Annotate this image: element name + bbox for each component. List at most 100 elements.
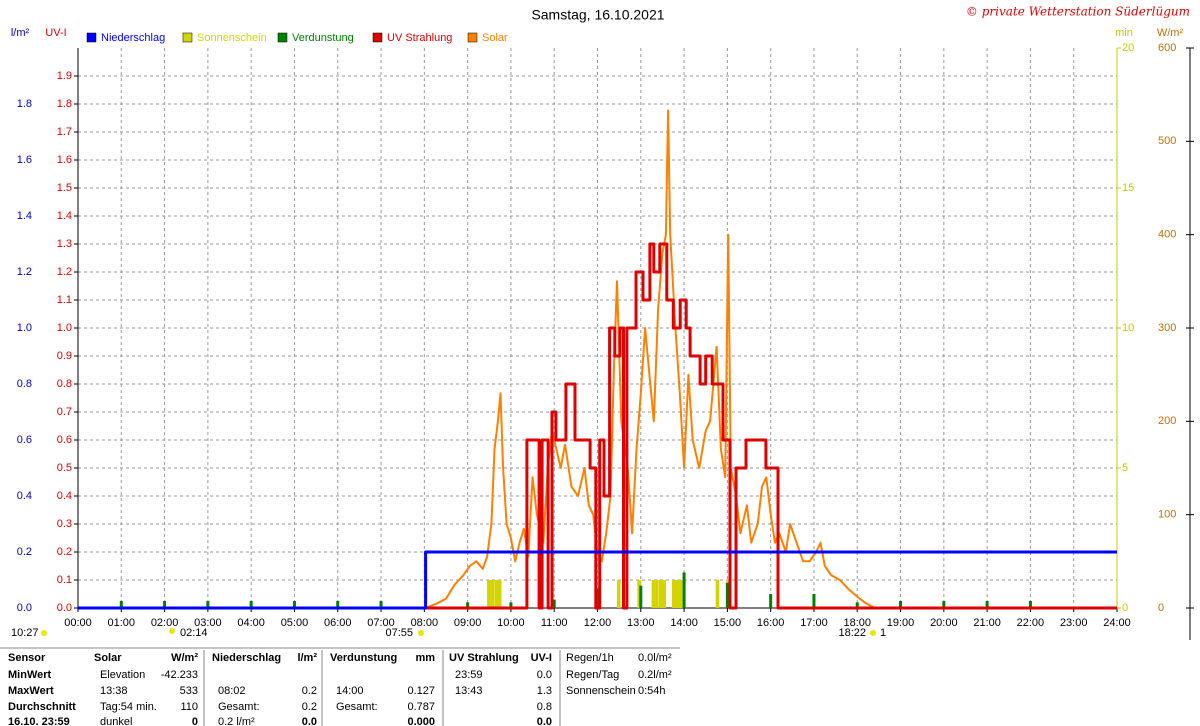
x-tick-label: 22:00 [1017, 617, 1045, 629]
y-tick-label: 1.9 [57, 70, 72, 82]
y-tick-label: 1.6 [17, 154, 32, 166]
row-label: Durchschnitt [8, 701, 76, 713]
y-tick-label: 0.2 [17, 546, 32, 558]
y-tick-label: 0.6 [57, 434, 72, 446]
series-line [78, 242, 1117, 610]
annotation: 1 [880, 627, 886, 639]
y-tick-label: 1.8 [57, 98, 72, 110]
annotation: 07:55 [385, 627, 413, 639]
y-tick-label: 0.2 [57, 546, 72, 558]
y-tick-label: 400 [1158, 229, 1176, 241]
cell-value: 0.0 [537, 716, 552, 726]
y-tick-label: 200 [1158, 415, 1176, 427]
y-tick-label: 0.3 [57, 518, 72, 530]
x-tick-label: 10:00 [497, 617, 525, 629]
sunshine-bar [616, 580, 621, 608]
y-tick-label: 0 [1158, 602, 1164, 614]
x-tick-label: 15:00 [714, 617, 742, 629]
annotation: 18:22 [838, 627, 866, 639]
sunshine-bar [637, 580, 641, 608]
sunshine-bar [662, 580, 667, 608]
x-tick-label: 02:00 [151, 617, 179, 629]
axis-label: min [1115, 27, 1133, 39]
extra-value: 0.2l/m² [638, 669, 672, 681]
y-tick-label: 300 [1158, 322, 1176, 334]
y-tick-label: 0.8 [17, 378, 32, 390]
legend-swatch [467, 32, 478, 43]
legend-label: Niederschlag [101, 32, 165, 44]
extra-value: 0.0l/m² [638, 652, 672, 664]
x-tick-label: 16:00 [757, 617, 785, 629]
y-tick-label: 1.5 [57, 182, 72, 194]
row-label: 16.10. 23:59 [8, 716, 70, 726]
row-label: MinWert [8, 669, 52, 681]
y-tick-label: 0.4 [17, 490, 32, 502]
block-title: Verdunstung [330, 652, 397, 664]
sun-marker [41, 630, 47, 636]
extra-label: Sonnenschein [566, 685, 636, 697]
y-tick-label: 1.4 [17, 210, 32, 222]
y-tick-label: 10 [1122, 322, 1134, 334]
series-line [78, 550, 1117, 610]
x-tick-label: 17:00 [800, 617, 828, 629]
y-tick-label: 0 [1122, 602, 1128, 614]
x-tick-label: 05:00 [281, 617, 309, 629]
copyright: © private Wetterstation Süderlügum [966, 5, 1190, 19]
y-tick-label: 0.0 [17, 602, 32, 614]
sunshine-bar [675, 580, 680, 608]
y-tick-label: 1.0 [57, 322, 72, 334]
chart-title: Samstag, 16.10.2021 [531, 7, 664, 23]
y-tick-label: 0.0 [57, 602, 72, 614]
cell-text: 0.2 l/m² [218, 716, 255, 726]
cell-value: 0.2 [302, 701, 317, 713]
cell-text: 14:00 [336, 685, 364, 697]
y-tick-label: 1.2 [57, 266, 72, 278]
cell-value: 110 [180, 701, 198, 713]
block-title: Niederschlag [212, 652, 281, 664]
y-tick-label: 0.5 [57, 462, 72, 474]
sunshine-bar [651, 580, 656, 608]
legend-swatch [86, 32, 97, 43]
sun-marker [870, 630, 876, 636]
axis-label: W/m² [1157, 27, 1184, 39]
x-tick-label: 04:00 [237, 617, 265, 629]
axis-label: l/m² [11, 27, 30, 39]
legend-label: Verdunstung [292, 32, 354, 44]
y-tick-label: 1.7 [57, 126, 72, 138]
legend-swatch [372, 32, 383, 43]
cell-text: 13:43 [455, 685, 483, 697]
x-tick-label: 08:00 [411, 617, 439, 629]
x-tick-label: 20:00 [930, 617, 958, 629]
x-tick-label: 11:00 [541, 617, 568, 629]
sunshine-bar [671, 580, 676, 608]
cell-value: 1.3 [537, 685, 552, 697]
cell-text: dunkel [100, 716, 132, 726]
cell-value: 0.787 [407, 701, 435, 713]
cell-text: Gesamt: [218, 701, 260, 713]
y-tick-label: 0.7 [57, 406, 72, 418]
x-tick-label: 00:00 [64, 617, 92, 629]
sunshine-bar [487, 580, 491, 608]
cell-text: 23:59 [455, 669, 483, 681]
series-line [78, 109, 876, 609]
legend-label: UV Strahlung [387, 32, 452, 44]
x-tick-label: 13:00 [627, 617, 655, 629]
y-tick-label: 500 [1158, 135, 1176, 147]
y-tick-label: 600 [1158, 42, 1176, 54]
y-tick-label: 15 [1122, 182, 1134, 194]
y-tick-label: 1.6 [57, 154, 72, 166]
cell-value: 0.000 [407, 716, 435, 726]
sunshine-bar [490, 580, 495, 608]
x-tick-label: 23:00 [1060, 617, 1088, 629]
y-tick-label: 1.0 [17, 322, 32, 334]
legend-swatch [182, 32, 193, 43]
y-tick-label: 0.4 [57, 490, 72, 502]
sunshine-bar [494, 580, 499, 608]
y-tick-label: 0.9 [57, 350, 72, 362]
sunshine-bar [658, 580, 663, 608]
annotation: 10:27 [11, 627, 39, 639]
cell-text: Tag:54 min. [100, 701, 157, 713]
extra-label: Regen/Tag [566, 669, 619, 681]
block-title: Solar [94, 652, 122, 664]
sunshine-bar [715, 580, 720, 608]
